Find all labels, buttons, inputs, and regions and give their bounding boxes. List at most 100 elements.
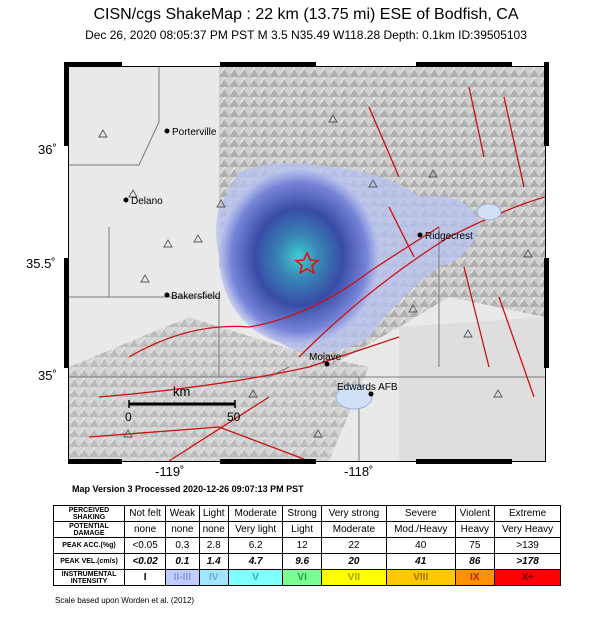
legend-cell: Violent	[454, 505, 496, 522]
legend-cell: >139	[494, 537, 561, 554]
legend-cell: 20	[320, 553, 387, 570]
legend-cell: Light	[198, 505, 229, 522]
legend-cell: Strong	[282, 505, 322, 522]
legend-cell: Very light	[227, 521, 284, 538]
legend-cell: 4.7	[227, 553, 284, 570]
county-lines	[69, 67, 545, 461]
legend-cell: none	[123, 521, 167, 538]
lat-label-35-5: 35.5˚	[26, 256, 56, 271]
legend-row-instrumental-intensity: INSTRUMENTAL INTENSITY I II-III IV V VI VII VIII…	[53, 569, 561, 586]
legend-cell: Severe	[385, 505, 456, 522]
event-details: Dec 26, 2020 08:05:37 PM PST M 3.5 N35.4…	[85, 28, 527, 42]
map-version-line: Map Version 3 Processed 2020-12-26 09:07…	[72, 484, 304, 494]
legend-cell: 75	[454, 537, 496, 554]
lat-label-36: 36˚	[38, 142, 57, 157]
station-triangles	[98, 114, 533, 438]
legend-row-peak-vel: PEAK VEL.(cm/s) <0.02 0.1 1.4 4.7 9.6 20 41 86 >1…	[53, 553, 561, 570]
scale-bar-end: 50	[227, 410, 241, 424]
city-label-ridgecrest[interactable]: Ridgecrest	[425, 231, 473, 242]
city-markers: Porterville Delano Bakersfield Ridgecres…	[123, 127, 473, 397]
city-label-bakersfield[interactable]: Bakersfield	[171, 291, 220, 302]
fault-lines	[88, 86, 545, 461]
shakemap-svg: Porterville Delano Bakersfield Ridgecres…	[69, 67, 545, 461]
legend-header-line: SHAKING	[72, 513, 106, 521]
legend-cell: VI	[282, 569, 322, 586]
shaking-core-area	[219, 169, 379, 345]
map-frame-bottom	[68, 459, 546, 464]
star-icon[interactable]	[294, 251, 320, 275]
legend-header-line: PEAK VEL.(cm/s)	[60, 558, 118, 565]
legend-row-header: POTENTIAL DAMAGE	[53, 521, 125, 538]
legend-cell: none	[198, 521, 229, 538]
city-label-mojave[interactable]: Mojave	[309, 352, 342, 363]
legend-cell: 6.2	[227, 537, 284, 554]
legend-header-line: PEAK ACC.(%g)	[62, 542, 116, 549]
legend-header-line: DAMAGE	[73, 529, 105, 537]
legend-row-perceived-shaking: PERCEIVED SHAKING Not felt Weak Light Moderat…	[53, 505, 561, 522]
city-dot-delano	[123, 197, 129, 203]
map-title: CISN/cgs ShakeMap : 22 km (13.75 mi) ESE…	[93, 6, 519, 23]
legend-cell: 41	[385, 553, 456, 570]
legend-row-header: PEAK VEL.(cm/s)	[53, 553, 125, 570]
legend-cell: 86	[454, 553, 496, 570]
lat-label-35: 35˚	[38, 368, 57, 383]
legend-cell: Mod./Heavy	[385, 521, 456, 538]
intensity-legend-table: PERCEIVED SHAKING Not felt Weak Light Moderat…	[53, 505, 561, 586]
legend-cell: 9.6	[282, 553, 322, 570]
city-dot-edwards-afb	[368, 391, 374, 397]
legend-cell: 40	[385, 537, 456, 554]
map-frame-right	[544, 62, 549, 464]
legend-cell: 12	[282, 537, 322, 554]
legend-header-line: PERCEIVED	[68, 506, 110, 514]
legend-row-header: INSTRUMENTAL INTENSITY	[53, 569, 125, 586]
city-dot-bakersfield	[164, 292, 170, 298]
legend-cell: Extreme	[494, 505, 561, 522]
scale-note: Scale based upon Worden et al. (2012)	[55, 596, 195, 605]
shakemap-panel[interactable]: Porterville Delano Bakersfield Ridgecres…	[68, 66, 546, 462]
lon-label-118: -118˚	[344, 464, 374, 479]
legend-cell: VII	[320, 569, 387, 586]
legend-cell: I	[123, 569, 167, 586]
city-label-porterville[interactable]: Porterville	[172, 127, 217, 138]
scale-bar: km 0 50	[125, 384, 241, 424]
legend-cell: V	[227, 569, 284, 586]
legend-cell: X+	[494, 569, 561, 586]
tehachapi-relief	[69, 317, 369, 461]
city-label-delano[interactable]: Delano	[131, 196, 163, 207]
lakes	[335, 203, 502, 410]
city-dot-porterville	[164, 128, 170, 134]
city-dot-mojave	[324, 361, 330, 367]
legend-cell: Weak	[165, 505, 200, 522]
scale-bar-start: 0	[125, 410, 132, 424]
legend-cell: >178	[494, 553, 561, 570]
legend-cell: Very strong	[320, 505, 387, 522]
scale-bar-unit: km	[173, 384, 190, 399]
legend-cell: Moderate	[320, 521, 387, 538]
lon-label-119: -119˚	[155, 464, 185, 479]
legend-cell: 0.1	[165, 553, 200, 570]
legend-cell: none	[165, 521, 200, 538]
legend-cell: 1.4	[198, 553, 229, 570]
legend-cell: Moderate	[227, 505, 284, 522]
city-dot-ridgecrest	[417, 232, 423, 238]
legend-row-header: PEAK ACC.(%g)	[53, 537, 125, 554]
legend-cell: Not felt	[123, 505, 167, 522]
map-frame-left	[64, 62, 69, 464]
legend-cell: Very Heavy	[494, 521, 561, 538]
city-label-edwards-afb[interactable]: Edwards AFB	[337, 382, 398, 393]
legend-cell: <0.02	[123, 553, 167, 570]
legend-header-line: INTENSITY	[70, 577, 108, 585]
legend-cell: IV	[198, 569, 229, 586]
legend-cell: Light	[282, 521, 322, 538]
legend-row-header: PERCEIVED SHAKING	[53, 505, 125, 522]
legend-cell: VIII	[385, 569, 456, 586]
legend-header-line: INSTRUMENTAL	[61, 570, 117, 578]
legend-cell: Heavy	[454, 521, 496, 538]
legend-header-line: POTENTIAL	[69, 522, 109, 530]
legend-cell: <0.05	[123, 537, 167, 554]
legend-cell: 2.8	[198, 537, 229, 554]
legend-cell: 22	[320, 537, 387, 554]
legend-cell: II-III	[165, 569, 200, 586]
legend-cell: 0.3	[165, 537, 200, 554]
mojave-desert	[399, 317, 545, 461]
